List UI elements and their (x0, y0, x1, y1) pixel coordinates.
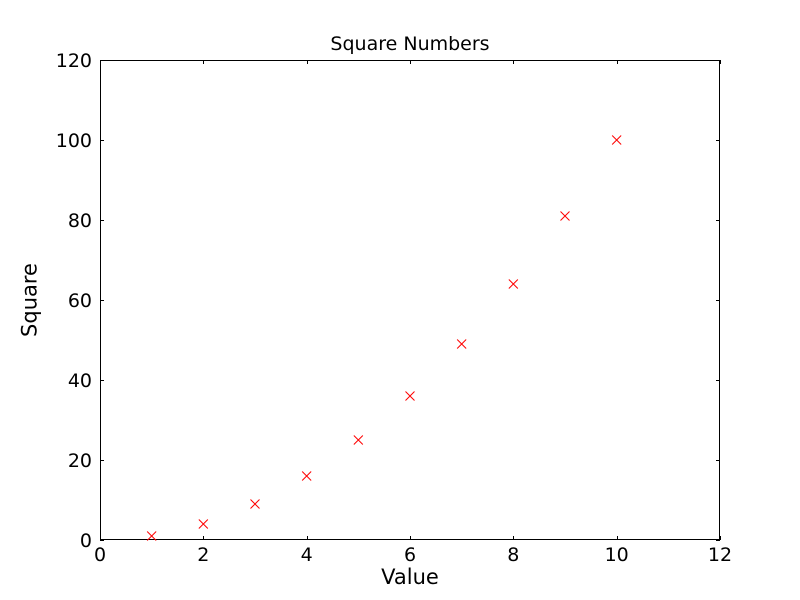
y-tick-label: 100 (56, 130, 92, 152)
data-point-marker (250, 499, 260, 509)
x-tick-label: 8 (507, 544, 519, 566)
data-point-marker (146, 531, 157, 541)
y-tick-label: 60 (68, 290, 92, 312)
y-tick-label: 80 (68, 210, 92, 232)
x-tick-label: 2 (197, 544, 209, 566)
y-tick-label: 40 (68, 370, 92, 392)
x-tick-label: 12 (708, 544, 732, 566)
y-tick-label: 120 (56, 50, 92, 72)
data-point-marker (405, 391, 415, 401)
data-point-marker (456, 339, 467, 349)
data-point-marker (301, 471, 312, 481)
y-tick-label: 20 (68, 450, 92, 472)
y-tick-label: 0 (80, 530, 92, 552)
x-tick-label: 10 (605, 544, 629, 566)
x-axis-label: Value (381, 565, 439, 589)
data-point-marker (611, 135, 622, 145)
y-axis-label: Square (17, 263, 42, 337)
chart-title: Square Numbers (330, 33, 490, 55)
x-tick-label: 6 (404, 544, 416, 566)
x-tick-label: 0 (94, 544, 106, 566)
data-point-marker (198, 519, 209, 529)
axes-spines (100, 60, 720, 540)
data-point-marker (560, 211, 570, 221)
data-point-marker (508, 279, 519, 289)
data-point-marker (353, 435, 364, 445)
x-tick-label: 4 (301, 544, 313, 566)
